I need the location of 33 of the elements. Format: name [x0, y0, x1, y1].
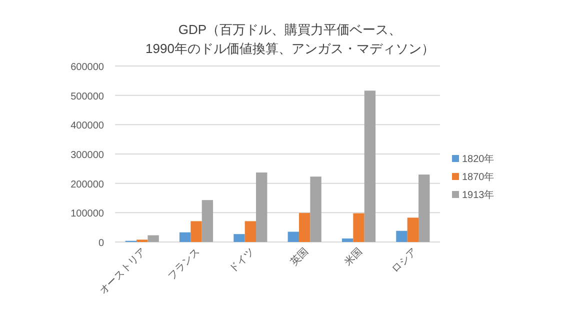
- bar: [364, 90, 376, 242]
- bar: [190, 221, 202, 242]
- bar: [202, 200, 214, 242]
- bar: [407, 218, 419, 242]
- x-tick-label: オーストリア: [98, 246, 148, 297]
- bar: [310, 176, 322, 242]
- legend-label: 1870年: [462, 171, 494, 183]
- x-tick-label: フランス: [166, 246, 202, 282]
- y-tick-label: 400000: [70, 120, 104, 132]
- bar: [244, 221, 256, 242]
- bar: [234, 234, 245, 242]
- bar: [148, 235, 159, 242]
- legend-label: 1820年: [462, 153, 494, 165]
- bar: [396, 230, 408, 242]
- x-tick-label: ロシア: [390, 246, 420, 276]
- y-tick-label: 100000: [70, 208, 104, 220]
- chart-title: GDP（百万ドル、購買力平価ベース、1990年のドル価値換算、アンガス・マディソン）: [146, 22, 434, 56]
- bar: [179, 232, 191, 242]
- y-tick-label: 200000: [70, 179, 104, 190]
- y-tick-label: 500000: [70, 91, 104, 102]
- y-tick-label: 600000: [70, 62, 104, 73]
- bar: [342, 238, 354, 242]
- x-tick-label: 米国: [342, 246, 365, 268]
- bar: [288, 232, 299, 242]
- legend-label: 1913年: [462, 189, 494, 201]
- bar: [418, 174, 430, 242]
- y-tick-label: 300000: [70, 150, 104, 161]
- bar: [353, 213, 364, 242]
- x-tick-label: ドイツ: [228, 246, 257, 276]
- y-tick-label: 0: [98, 238, 104, 249]
- bar: [256, 172, 268, 242]
- x-tick-label: 英国: [288, 246, 311, 268]
- bar: [298, 212, 310, 242]
